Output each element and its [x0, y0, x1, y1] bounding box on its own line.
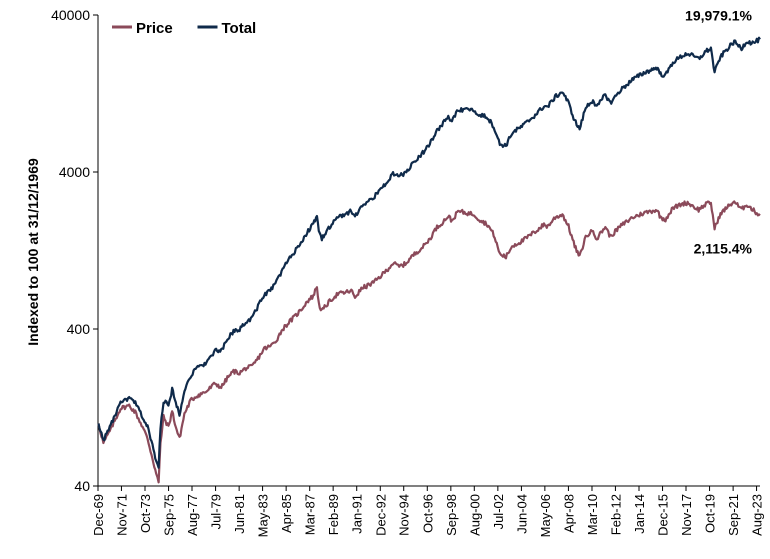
y-tick-label: 40	[74, 478, 90, 494]
x-tick-label: Oct-96	[420, 494, 435, 533]
x-tick-label: Aug-23	[750, 494, 765, 536]
x-tick-label: Sep-98	[444, 494, 459, 536]
x-tick-label: Apr-08	[561, 494, 576, 533]
series-line-price	[97, 200, 761, 484]
x-tick-label: Mar-87	[303, 494, 318, 535]
legend-label-total: Total	[222, 20, 257, 37]
x-tick-label: May-06	[538, 494, 553, 537]
x-axis: Dec-69 Nov-71 Oct-73 Sep-75 Aug-77 Jul-79 Jun-…	[91, 486, 765, 537]
x-tick-label: Jun-04	[514, 494, 529, 534]
legend: Price Total	[112, 20, 256, 37]
legend-label-price: Price	[136, 20, 173, 37]
x-tick-label: Sep-21	[726, 494, 741, 536]
x-tick-label: Mar-10	[585, 494, 600, 535]
x-tick-label: Dec-69	[91, 494, 106, 536]
x-tick-label: Apr-85	[279, 494, 294, 533]
y-tick-label: 40000	[51, 7, 90, 23]
x-tick-label: Aug-77	[185, 494, 200, 536]
x-tick-label: Jan-14	[632, 494, 647, 534]
x-tick-label: Dec-15	[656, 494, 671, 536]
x-tick-label: Sep-75	[162, 494, 177, 536]
annotation-total: 19,979.1%	[685, 7, 752, 23]
y-axis: 40 400 4000 40000	[51, 7, 98, 494]
series-line-total	[97, 36, 761, 469]
x-tick-label: Jul-02	[491, 494, 506, 529]
y-axis-label: Indexed to 100 at 31/12/1969	[25, 158, 41, 346]
x-tick-label: Nov-94	[397, 494, 412, 536]
x-tick-label: Nov-71	[114, 494, 129, 536]
y-tick-label: 400	[67, 321, 91, 337]
x-tick-label: May-83	[256, 494, 271, 537]
x-tick-label: Aug-00	[467, 494, 482, 536]
x-tick-label: Oct-19	[703, 494, 718, 533]
y-tick-label: 4000	[59, 164, 90, 180]
x-tick-label: Jun-81	[232, 494, 247, 534]
x-tick-label: Feb-12	[608, 494, 623, 535]
x-tick-label: Jan-91	[350, 494, 365, 534]
plot-area	[97, 15, 760, 487]
x-tick-label: Nov-17	[679, 494, 694, 536]
annotation-price: 2,115.4%	[694, 240, 753, 256]
x-tick-label: Feb-89	[326, 494, 341, 535]
series-lines	[97, 36, 761, 484]
annotations: 19,979.1% 2,115.4%	[685, 7, 753, 256]
x-tick-label: Oct-73	[138, 494, 153, 533]
x-tick-label: Jul-79	[209, 494, 224, 529]
x-tick-label: Dec-92	[373, 494, 388, 536]
